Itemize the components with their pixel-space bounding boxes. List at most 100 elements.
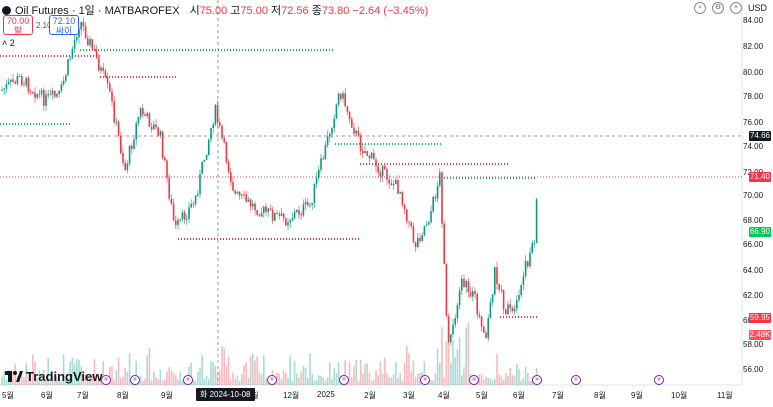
volume-bar bbox=[439, 362, 441, 385]
candle-body bbox=[395, 179, 397, 185]
volume-bar bbox=[135, 360, 137, 385]
volume-bar bbox=[5, 379, 8, 385]
candle-body bbox=[186, 218, 188, 220]
time-tick: 11월 bbox=[717, 391, 733, 400]
buy-button[interactable]: 72.10 싸이 bbox=[49, 15, 79, 36]
close-icon[interactable]: × bbox=[729, 2, 742, 14]
price-tick: 64.00 bbox=[743, 266, 764, 275]
candle-body bbox=[146, 113, 148, 117]
candle-body bbox=[93, 48, 96, 50]
candle-body bbox=[364, 151, 366, 154]
close-value: 73.80 bbox=[321, 5, 350, 17]
candle-body bbox=[205, 154, 208, 160]
candle-body bbox=[300, 214, 302, 216]
settings-icon[interactable]: ⚙ bbox=[711, 2, 724, 14]
event-marker-icon[interactable]: » bbox=[339, 375, 349, 385]
symbol-title[interactable]: Oil Futures · 1일 · MATBAROFEX bbox=[15, 5, 180, 17]
volume-bar bbox=[82, 372, 85, 385]
volume-bar bbox=[285, 372, 287, 385]
event-marker-icon[interactable]: » bbox=[267, 375, 277, 385]
spread-value: 2.10 bbox=[36, 21, 52, 30]
low-label: 저 bbox=[271, 5, 282, 17]
candle-body bbox=[73, 40, 76, 49]
candle-body bbox=[36, 93, 38, 98]
time-tick: 2025 bbox=[317, 390, 335, 399]
candle-body bbox=[150, 126, 153, 130]
volume-bar bbox=[278, 373, 280, 385]
candle-body bbox=[225, 142, 228, 163]
volume-bar bbox=[373, 379, 375, 385]
candle-body bbox=[60, 84, 63, 91]
indicator-toggle[interactable]: ˄ 2 bbox=[2, 38, 15, 48]
candle-body bbox=[326, 136, 329, 145]
volume-bar bbox=[307, 377, 309, 385]
sell-button[interactable]: 70.00 팔 bbox=[3, 15, 33, 36]
tradingview-logo[interactable]: TradingView bbox=[5, 369, 102, 384]
volume-bar bbox=[300, 371, 302, 385]
event-marker-icon[interactable]: » bbox=[420, 375, 430, 385]
event-marker-icon[interactable]: » bbox=[183, 375, 193, 385]
tradingview-logo-icon bbox=[5, 371, 23, 382]
candle-body bbox=[14, 81, 16, 84]
candle-body bbox=[320, 158, 322, 170]
currency-selector[interactable]: USD bbox=[747, 3, 767, 13]
candle-body bbox=[232, 181, 234, 191]
candle-body bbox=[368, 155, 371, 159]
volume-bar bbox=[241, 374, 243, 385]
candle-body bbox=[12, 79, 14, 82]
candle-body bbox=[113, 101, 115, 123]
volume-bar bbox=[219, 370, 221, 385]
candle-body bbox=[192, 203, 195, 205]
candle-body bbox=[507, 304, 509, 315]
volume-bar bbox=[392, 374, 395, 385]
volume-bar bbox=[89, 380, 91, 385]
candle-body bbox=[513, 308, 516, 311]
candle-body bbox=[111, 91, 113, 102]
candle-body bbox=[333, 118, 335, 128]
volume-bar bbox=[102, 361, 104, 385]
event-marker-icon[interactable]: » bbox=[571, 375, 581, 385]
volume-bar bbox=[113, 380, 115, 385]
volume-bar bbox=[210, 361, 212, 385]
candle-body bbox=[175, 220, 177, 225]
time-tick: 3월 bbox=[403, 391, 415, 400]
volume-bar bbox=[78, 359, 80, 385]
volume-bar bbox=[155, 377, 157, 385]
candle-body bbox=[379, 172, 382, 177]
candle-body bbox=[95, 49, 98, 58]
volume-bar bbox=[445, 341, 448, 385]
time-tick: 7월 bbox=[552, 391, 564, 400]
candle-body bbox=[256, 210, 258, 216]
volume-bar bbox=[423, 361, 426, 385]
volume-bar bbox=[124, 368, 126, 385]
candle-body bbox=[342, 93, 344, 99]
candle-body bbox=[357, 130, 360, 136]
volume-bar bbox=[329, 362, 331, 385]
event-marker-icon[interactable]: » bbox=[101, 375, 111, 385]
volume-bar bbox=[111, 366, 113, 385]
candle-body bbox=[98, 57, 100, 71]
price-tick: 70.00 bbox=[743, 191, 764, 200]
volume-bar bbox=[509, 367, 511, 385]
volume-bar bbox=[280, 378, 283, 385]
volume-bar bbox=[144, 378, 146, 385]
candle-body bbox=[249, 199, 252, 207]
candle-body bbox=[518, 295, 520, 301]
volume-bar bbox=[399, 373, 401, 385]
volume-bar bbox=[23, 376, 25, 385]
event-marker-icon[interactable]: » bbox=[469, 375, 479, 385]
candle-body bbox=[498, 284, 500, 290]
event-marker-icon[interactable]: » bbox=[532, 375, 542, 385]
candle-body bbox=[302, 204, 305, 216]
volume-bar bbox=[408, 353, 410, 385]
search-icon[interactable]: ⌕ bbox=[693, 2, 706, 14]
volume-bar bbox=[142, 380, 144, 385]
candle-body bbox=[80, 21, 82, 30]
volume-bar bbox=[282, 369, 285, 385]
candle-body bbox=[243, 194, 245, 196]
event-marker-icon[interactable]: » bbox=[130, 375, 140, 385]
candle-body bbox=[474, 291, 476, 294]
volume-bar bbox=[177, 379, 179, 385]
event-marker-icon[interactable]: » bbox=[654, 375, 664, 385]
